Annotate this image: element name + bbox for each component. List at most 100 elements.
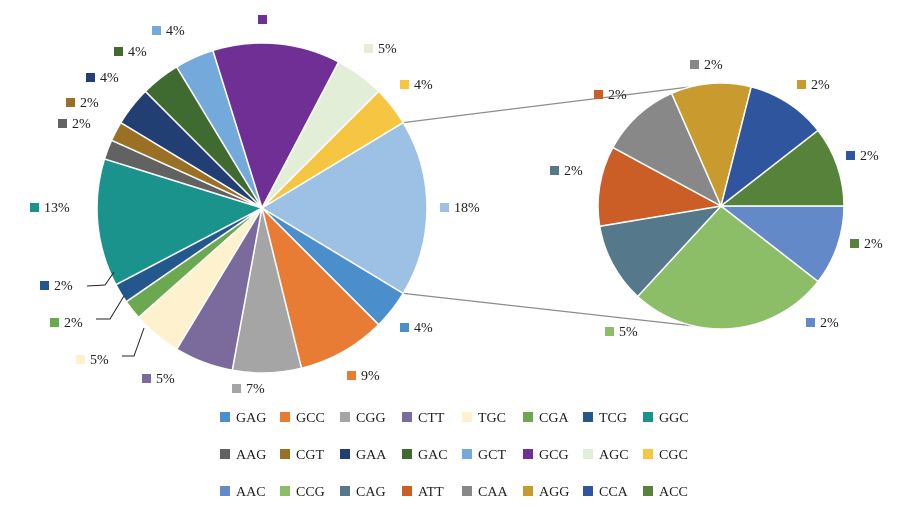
- label-cgc-marker: [400, 80, 409, 89]
- label-aag-text: 2%: [72, 117, 91, 132]
- legend-item-gcg: GCG: [523, 448, 569, 463]
- legend-label: GAC: [418, 448, 448, 463]
- legend-swatch: [462, 449, 472, 459]
- secondary-slice-cag: [598, 204, 724, 298]
- label-gcg: [258, 15, 267, 24]
- label-gaa-marker: [86, 73, 95, 82]
- legend-label: TCG: [599, 411, 627, 426]
- secondary-label-agg: 2%: [797, 78, 830, 93]
- label-tgc-text: 5%: [90, 353, 109, 368]
- label-gac: 4%: [114, 45, 147, 60]
- secondary-slice-att: [597, 146, 724, 228]
- legend-label: CAA: [478, 485, 508, 500]
- legend-item-caa: CAA: [462, 485, 508, 500]
- label-tcg: 2%: [40, 279, 73, 294]
- legend-item-gac: GAC: [402, 448, 448, 463]
- secondary-label-acc-marker: [850, 239, 859, 248]
- legend-label: GCT: [478, 448, 506, 463]
- legend-label: GAG: [236, 411, 266, 426]
- legend-swatch: [280, 449, 290, 459]
- slice-gcg: [211, 42, 340, 210]
- label-gag-text: 4%: [414, 321, 433, 336]
- secondary-label-att-marker: [594, 90, 603, 99]
- slice-ggc: [96, 157, 264, 286]
- label-agc: 5%: [364, 42, 397, 57]
- label-ctt-marker: [142, 374, 151, 383]
- legend-item-gag: GAG: [220, 411, 266, 426]
- legend-item-ccg: CCG: [280, 485, 325, 500]
- legend-swatch: [643, 412, 653, 422]
- label-gcc: 9%: [347, 369, 380, 384]
- legend-swatch: [462, 412, 472, 422]
- legend-item-cca: CCA: [583, 485, 629, 500]
- legend-item-agg: AGG: [523, 485, 569, 500]
- label-cga: 2%: [50, 316, 83, 331]
- legend-item-gcc: GCC: [280, 411, 325, 426]
- secondary-label-cca-marker: [846, 151, 855, 160]
- legend-swatch: [583, 412, 593, 422]
- label-cgt: 2%: [66, 96, 99, 111]
- legend-swatch: [523, 412, 533, 422]
- label-gcc-marker: [347, 371, 356, 380]
- label-agc-marker: [364, 44, 373, 53]
- legend-swatch: [280, 486, 290, 496]
- connector-lines: [403, 82, 722, 330]
- label-ggc-text: 13%: [44, 201, 70, 216]
- legend-item-att: ATT: [402, 485, 444, 500]
- secondary-label-cag: 2%: [550, 164, 583, 179]
- secondary-slice-caa: [611, 92, 723, 208]
- leader-line: [86, 271, 115, 287]
- secondary-label-cca: 2%: [846, 149, 879, 164]
- label-gac-text: 4%: [128, 45, 147, 60]
- label-tcg-marker: [40, 281, 49, 290]
- legend-label: GGC: [659, 411, 689, 426]
- legend-label: GCG: [539, 448, 569, 463]
- legend-label: AGC: [599, 448, 629, 463]
- secondary-label-ccg: 5%: [605, 325, 638, 340]
- secondary-label-caa-marker: [690, 60, 699, 69]
- secondary-label-aac-marker: [806, 318, 815, 327]
- legend-swatch: [402, 412, 412, 422]
- label-ggc-marker: [30, 203, 39, 212]
- secondary-label-ccg-marker: [605, 327, 614, 336]
- legend-swatch: [280, 412, 290, 422]
- label-gct-text: 4%: [166, 24, 185, 39]
- legend-item-acc: ACC: [643, 485, 688, 500]
- label-cgc-text: 4%: [414, 78, 433, 93]
- legend-swatch: [523, 486, 533, 496]
- label-other: 18%: [440, 201, 480, 216]
- legend-swatch: [523, 449, 533, 459]
- label-gcg-marker: [258, 15, 267, 24]
- legend-label: AAC: [236, 485, 266, 500]
- legend-label: AAG: [236, 448, 266, 463]
- legend-label: GCC: [296, 411, 325, 426]
- label-ggc: 13%: [30, 201, 70, 216]
- data-labels: 4%9%7%5%5%2%2%13%2%2%4%4%4%5%4%18%2%5%2%…: [30, 15, 883, 397]
- label-gac-marker: [114, 47, 123, 56]
- legend-item-agc: AGC: [583, 448, 629, 463]
- secondary-label-acc: 2%: [850, 237, 883, 252]
- label-tgc-marker: [76, 355, 85, 364]
- legend-item-gaa: GAA: [340, 448, 387, 463]
- secondary-slice-ccg: [636, 204, 820, 330]
- slice-other: [260, 121, 428, 295]
- secondary-label-cag-marker: [550, 166, 559, 175]
- main-pie: [96, 42, 428, 374]
- label-cgt-marker: [66, 98, 75, 107]
- label-gct-marker: [152, 26, 161, 35]
- connector-bottom: [403, 292, 722, 330]
- secondary-label-aac: 2%: [806, 316, 839, 331]
- secondary-label-att: 2%: [594, 88, 627, 103]
- label-gcc-text: 9%: [361, 369, 380, 384]
- secondary-pie: [597, 82, 845, 330]
- label-other-marker: [440, 203, 449, 212]
- label-aag: 2%: [58, 117, 91, 132]
- legend-label: GAA: [356, 448, 387, 463]
- label-cgt-text: 2%: [80, 96, 99, 111]
- legend-label: CGC: [659, 448, 688, 463]
- secondary-label-agg-marker: [797, 80, 806, 89]
- secondary-label-agg-text: 2%: [811, 78, 830, 93]
- label-gct: 4%: [152, 24, 185, 39]
- secondary-label-caa-text: 2%: [704, 58, 723, 73]
- legend-swatch: [220, 449, 230, 459]
